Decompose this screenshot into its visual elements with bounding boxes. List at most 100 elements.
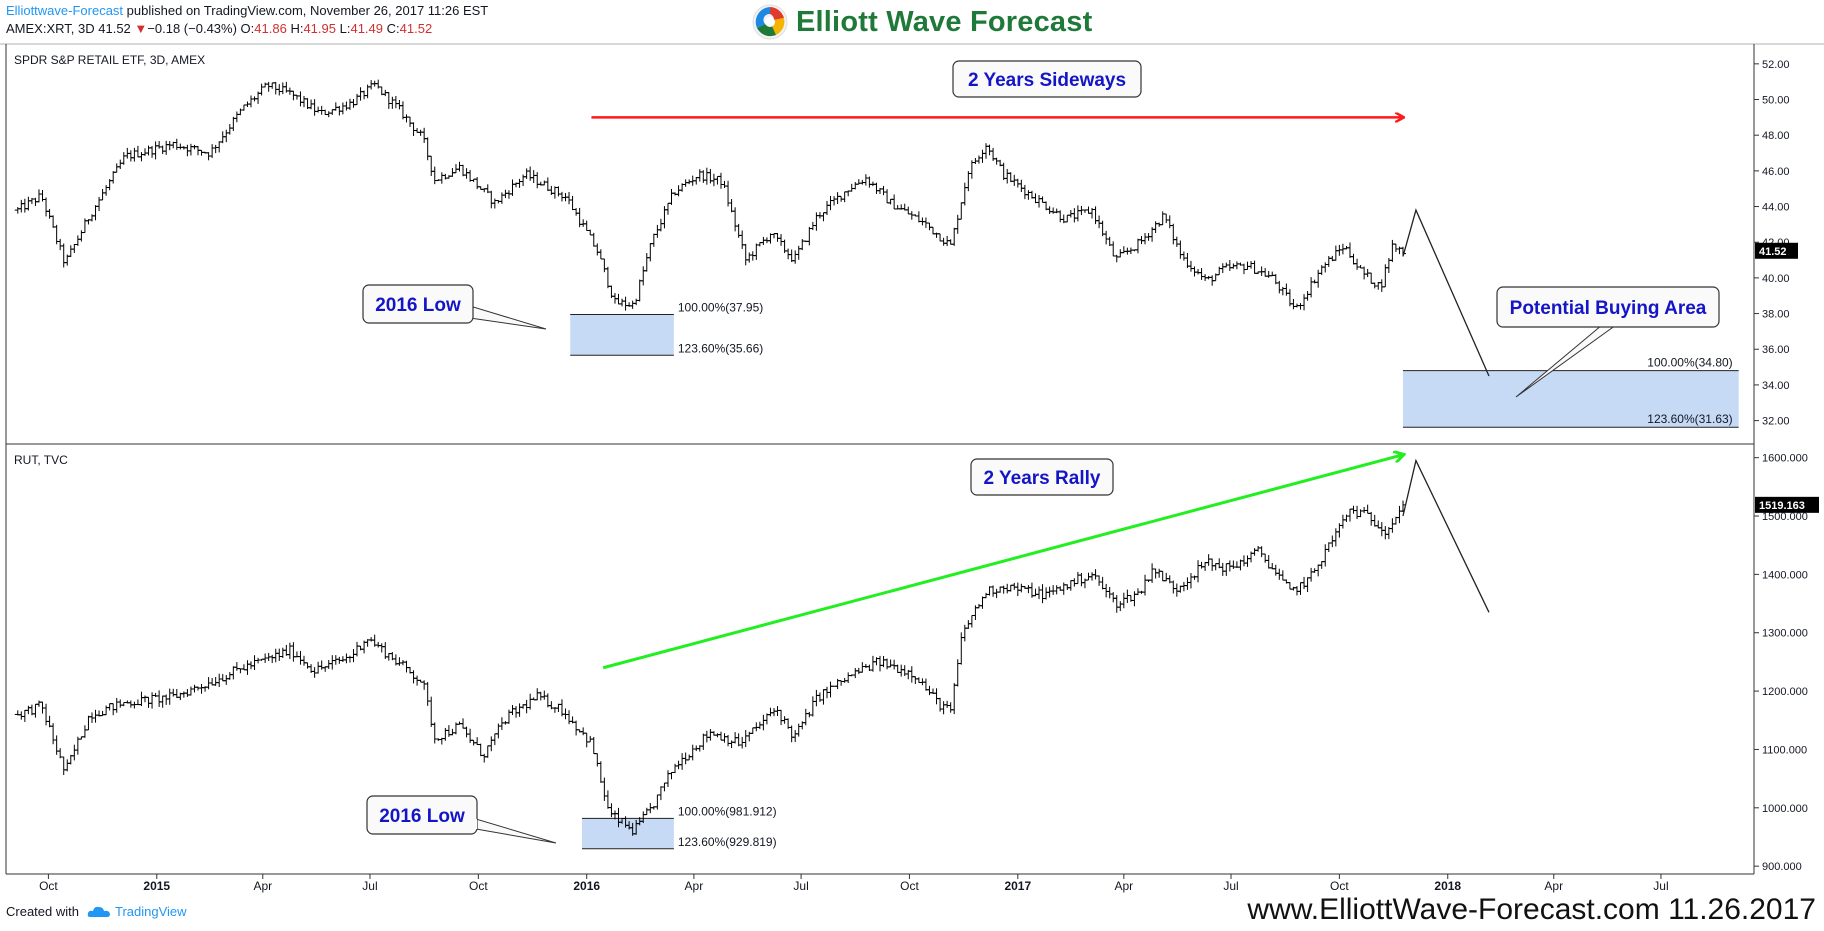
ohlc-bar (255, 657, 262, 664)
publisher-link[interactable]: Elliottwave-Forecast (6, 3, 124, 18)
ohlc-bar (958, 202, 965, 220)
ohlc-bar (1308, 567, 1315, 582)
ohlc-bar (887, 659, 894, 668)
ohlc-bar (456, 161, 463, 172)
ohlc-bar (1064, 214, 1071, 223)
ohlc-bar (1032, 588, 1039, 597)
ohlc-bar (145, 696, 152, 708)
ohlc-bar (1389, 518, 1396, 533)
rut-panel-title: RUT, TVC (14, 453, 68, 467)
ohlc-bar (92, 709, 99, 723)
ohlc-bar (187, 686, 194, 696)
ohlc-bar (1322, 544, 1329, 567)
y-tick-label: 1400.000 (1762, 569, 1808, 581)
ohlc-bar (1286, 582, 1293, 590)
ohlc-bar (1096, 215, 1103, 229)
ohlc-bar (823, 200, 830, 216)
ohlc-bar (940, 237, 947, 246)
ohlc-bar (668, 771, 675, 780)
ohlc-bar (633, 298, 640, 306)
ohlc-bar (1173, 583, 1180, 597)
fib-100-label: 100.00%(34.80) (1647, 356, 1732, 370)
ohlc-bar (1276, 280, 1283, 294)
ohlc-bar (484, 745, 491, 758)
ohlc-bar (983, 143, 990, 159)
ohlc-bar (686, 754, 693, 761)
ohlc-bar (770, 708, 777, 717)
ohlc-bar (1000, 585, 1007, 594)
ohlc-bar (1216, 266, 1223, 276)
ohlc-bar (1297, 582, 1304, 595)
ohlc-bar (813, 689, 820, 707)
ohlc-bar (113, 698, 120, 713)
ohlc-bar (753, 722, 760, 732)
ohlc-bar (1180, 251, 1187, 261)
ohlc-bar (509, 179, 516, 196)
x-tick-label: Oct (900, 879, 919, 893)
ohlc-bar (113, 163, 120, 173)
ohlc-bar (272, 81, 279, 95)
ohlc-bar (700, 733, 707, 750)
ohlc-bar (580, 219, 587, 227)
ohlc-bar (141, 695, 148, 703)
ohlc-bar (668, 188, 675, 205)
ohlc-bar (385, 653, 392, 661)
ohlc-bar (431, 722, 438, 744)
ohlc-bar (1078, 572, 1085, 587)
ohlc-bar (1325, 256, 1332, 267)
ohlc-bar (117, 699, 124, 708)
ohlc-bar (1089, 572, 1096, 581)
ohlc-bar (1240, 263, 1247, 275)
ohlc-bar (1036, 194, 1043, 208)
ohlc-bar (170, 688, 177, 697)
ohlc-bar (1240, 555, 1247, 567)
ohlc-bar (1378, 279, 1385, 292)
ohlc-bar (173, 138, 180, 150)
ohlc-bar (1248, 261, 1255, 269)
ohlc-bar (315, 106, 322, 113)
ohlc-bar (1368, 272, 1375, 284)
ohlc-bar (18, 711, 25, 720)
ohlc-bar (615, 293, 622, 305)
ohlc-bar (88, 214, 95, 222)
ohlc-bar (184, 689, 191, 697)
ohlc-bar (81, 725, 88, 738)
ohlc-bar (1057, 210, 1064, 223)
ohlc-bar (325, 660, 332, 669)
ohlc-bar (986, 586, 993, 596)
axes: 52.0050.0048.0046.0044.0042.0040.0038.00… (39, 59, 1819, 893)
ohlc-bar (664, 770, 671, 788)
sideways-callout-box (952, 60, 1142, 98)
ohlc-bar (636, 279, 643, 302)
ohlc-bar (753, 243, 760, 260)
ohlc-bar (368, 80, 375, 90)
ohlc-bar (53, 735, 60, 755)
ohlc-bar (1014, 178, 1021, 188)
ohlc-bar (1103, 230, 1110, 245)
ohlc-bar (580, 727, 587, 736)
ohlc-bar (343, 101, 350, 111)
ohlc-bar (350, 649, 357, 663)
ohlc-bar (240, 664, 247, 671)
rally-callout-box (970, 458, 1114, 496)
ohlc-bar (795, 723, 802, 737)
ohlc-bar (820, 212, 827, 222)
ohlc-bar (1396, 505, 1403, 524)
ohlc-bar (424, 682, 431, 706)
tradingview-brand[interactable]: TradingView (114, 904, 187, 919)
ohlc-bar (403, 660, 410, 673)
low-value: 41.49 (350, 21, 384, 36)
ohlc-bar (361, 90, 368, 100)
ohlc-bar (279, 647, 286, 658)
y-tick-label: 46.00 (1762, 166, 1790, 178)
ohlc-bar (749, 727, 756, 734)
ohlc-bar (43, 197, 50, 217)
ohlc-bar (601, 777, 608, 801)
ohlc-bar (226, 672, 233, 680)
ohlc-bar (421, 680, 428, 690)
ohlc-bar (1290, 298, 1297, 310)
fib-zone-box (570, 314, 674, 356)
callouts: 2 Years Sideways 2016 Low Potential Buying… (362, 60, 1720, 844)
ohlc-bar (209, 677, 216, 686)
ohlc-bar (463, 168, 470, 179)
